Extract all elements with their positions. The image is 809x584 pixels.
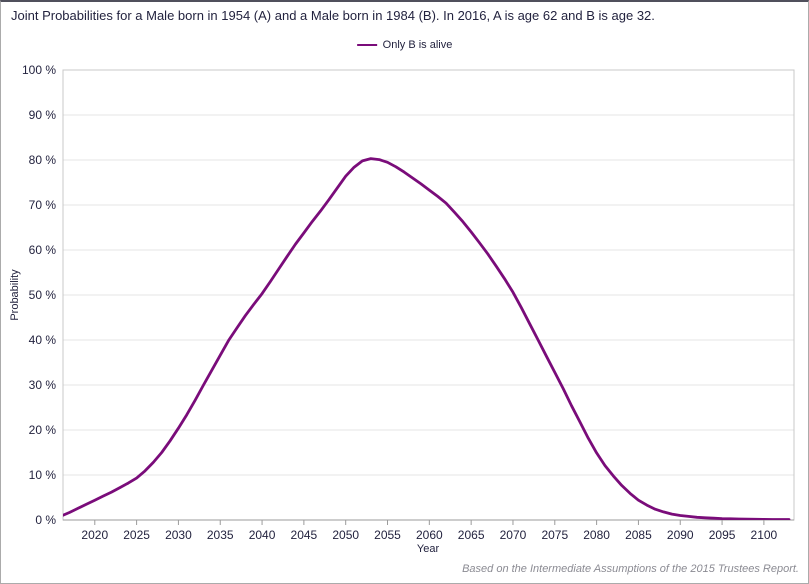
y-tick-label: 0 % xyxy=(35,513,56,527)
x-tick-label: 2085 xyxy=(625,528,652,542)
y-tick-label: 90 % xyxy=(29,108,57,122)
x-tick-label: 2060 xyxy=(416,528,443,542)
legend-label: Only B is alive xyxy=(382,39,453,51)
chart-title: Joint Probabilities for a Male born in 1… xyxy=(11,8,655,23)
legend: Only B is alive xyxy=(356,39,453,51)
y-tick-label: 30 % xyxy=(29,378,57,392)
x-tick-label: 2100 xyxy=(751,528,778,542)
y-tick-label: 10 % xyxy=(29,468,57,482)
x-tick-label: 2095 xyxy=(709,528,736,542)
x-tick-label: 2050 xyxy=(332,528,359,542)
x-tick-label: 2075 xyxy=(541,528,568,542)
y-tick-label: 70 % xyxy=(29,198,57,212)
y-tick-label: 20 % xyxy=(29,423,57,437)
x-tick-label: 2035 xyxy=(207,528,234,542)
x-tick-label: 2080 xyxy=(583,528,610,542)
x-tick-label: 2070 xyxy=(500,528,527,542)
x-tick-label: 2055 xyxy=(374,528,401,542)
y-tick-label: 40 % xyxy=(29,333,57,347)
x-tick-label: 2040 xyxy=(249,528,276,542)
x-axis-title: Year xyxy=(416,543,440,555)
x-tick-label: 2020 xyxy=(81,528,108,542)
x-tick-label: 2045 xyxy=(291,528,318,542)
probability-curve xyxy=(63,157,791,520)
x-tick-label: 2025 xyxy=(123,528,150,542)
x-tick-label: 2030 xyxy=(165,528,192,542)
y-tick-label: 60 % xyxy=(29,243,57,257)
y-tick-label: 80 % xyxy=(29,153,57,167)
x-tick-label: 2065 xyxy=(458,528,485,542)
legend-line-swatch xyxy=(356,44,377,46)
y-axis-title: Probability xyxy=(9,269,21,321)
y-tick-label: 100 % xyxy=(22,63,56,77)
x-tick-label: 2090 xyxy=(667,528,694,542)
source-note: Based on the Intermediate Assumptions of… xyxy=(462,563,799,575)
y-tick-label: 50 % xyxy=(29,288,57,302)
